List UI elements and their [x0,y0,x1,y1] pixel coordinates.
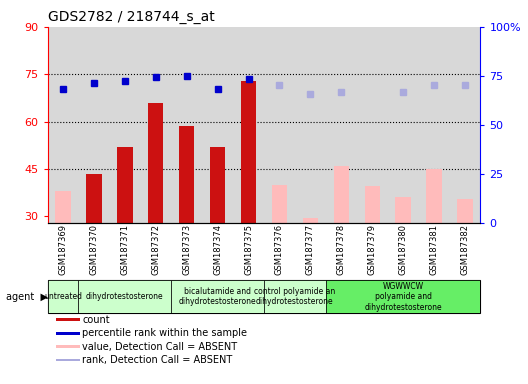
Bar [264,280,326,313]
Bar [295,27,326,223]
Bar [79,280,171,313]
Text: dihydrotestosterone: dihydrotestosterone [86,292,164,301]
Text: count: count [82,314,110,325]
Bar [171,280,264,313]
Bar [449,27,480,223]
Bar [48,27,79,223]
Bar [357,27,388,223]
Bar [86,174,101,223]
Bar [56,332,80,334]
Text: value, Detection Call = ABSENT: value, Detection Call = ABSENT [82,341,237,352]
Bar [233,27,264,223]
Text: control polyamide an
dihydrotestosterone: control polyamide an dihydrotestosterone [254,287,336,306]
Bar [295,27,326,223]
Text: percentile rank within the sample: percentile rank within the sample [82,328,247,338]
Bar [109,27,140,223]
Bar [117,147,133,223]
Bar [148,103,164,223]
Bar [171,27,202,223]
Text: rank, Detection Call = ABSENT: rank, Detection Call = ABSENT [82,355,232,365]
Text: agent  ▶: agent ▶ [5,291,48,302]
Bar [457,199,473,223]
Bar [419,27,449,223]
Bar [326,27,357,223]
Text: bicalutamide and
dihydrotestosterone: bicalutamide and dihydrotestosterone [179,287,257,306]
Bar [272,185,287,223]
Bar [388,27,419,223]
Bar [140,27,171,223]
Bar [55,191,71,223]
Bar [326,280,480,313]
Bar [56,359,80,361]
Bar [264,27,295,223]
Bar [109,27,140,223]
Bar [233,27,264,223]
Bar [419,27,449,223]
Bar [364,186,380,223]
Bar [56,345,80,348]
Bar [395,197,411,223]
Bar [427,169,442,223]
Text: untreated: untreated [44,292,82,301]
Text: WGWWCW
polyamide and
dihydrotestosterone: WGWWCW polyamide and dihydrotestosterone [364,282,442,311]
Bar [449,27,480,223]
Bar [56,318,80,321]
Bar [264,27,295,223]
Bar [303,218,318,223]
Bar [79,27,109,223]
Bar [210,147,225,223]
Bar [241,81,256,223]
Bar [48,280,79,313]
Bar [48,27,79,223]
Bar [357,27,388,223]
Bar [202,27,233,223]
Bar [79,27,109,223]
Bar [202,27,233,223]
Bar [171,27,202,223]
Text: GDS2782 / 218744_s_at: GDS2782 / 218744_s_at [48,10,214,25]
Bar [140,27,171,223]
Bar [334,166,349,223]
Bar [326,27,357,223]
Bar [179,126,194,223]
Bar [388,27,419,223]
